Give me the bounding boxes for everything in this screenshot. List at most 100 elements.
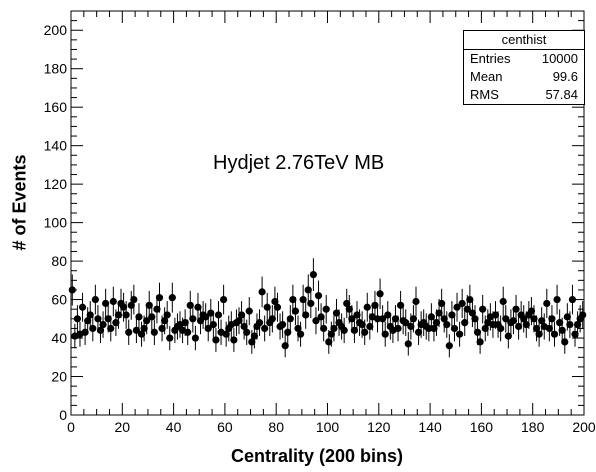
data-point: [412, 297, 420, 306]
data-point: [438, 299, 446, 308]
y-tick-label: 60: [51, 292, 67, 308]
data-point: [189, 315, 197, 323]
y-tick-label: 20: [51, 369, 67, 385]
y-tick-label: 0: [59, 407, 67, 423]
x-tick-label: 100: [316, 419, 340, 435]
stats-value: 57.84: [545, 87, 578, 102]
data-point: [373, 315, 382, 323]
data-point: [289, 295, 297, 304]
data-point: [312, 317, 320, 325]
stats-value: 99.6: [552, 69, 578, 84]
data-point: [453, 303, 461, 311]
y-tick-label: 100: [44, 215, 68, 231]
data-point: [340, 326, 348, 334]
data-point: [130, 295, 138, 304]
x-tick-label: 160: [470, 419, 494, 435]
data-point: [127, 301, 135, 309]
data-point: [161, 317, 169, 325]
x-axis-label: Centrality (200 bins): [231, 446, 404, 466]
data-point: [194, 303, 202, 311]
data-point: [302, 311, 310, 319]
data-point: [230, 336, 238, 344]
data-point: [571, 330, 579, 338]
data-point: [94, 315, 102, 323]
data-point: [381, 330, 389, 338]
data-point: [376, 290, 384, 298]
data-point: [327, 330, 335, 338]
data-point: [350, 326, 359, 334]
data-point: [509, 317, 518, 325]
data-point: [345, 305, 353, 313]
x-tick-label: 140: [418, 419, 442, 435]
data-point: [261, 324, 269, 333]
data-point: [532, 324, 541, 333]
data-point: [184, 328, 192, 336]
data-point: [153, 305, 161, 313]
data-point: [499, 297, 507, 306]
data-point: [353, 311, 361, 319]
data-point: [566, 320, 574, 329]
stats-box: centhist Entries 10000 Mean 99.6 RMS 57.…: [463, 30, 585, 105]
data-point: [514, 322, 523, 331]
data-point: [207, 309, 215, 317]
data-point: [458, 299, 466, 308]
data-point: [561, 338, 569, 346]
data-point: [220, 295, 228, 304]
data-point: [502, 315, 510, 323]
data-point: [102, 299, 110, 308]
y-tick-label: 40: [51, 330, 67, 346]
data-point: [181, 319, 189, 327]
data-point: [384, 311, 392, 319]
data-point: [320, 324, 328, 333]
data-point: [550, 330, 559, 338]
data-point: [394, 324, 402, 333]
stats-row-rms: RMS 57.84: [464, 86, 584, 104]
data-point: [96, 326, 105, 334]
data-point: [81, 328, 89, 336]
data-point: [461, 319, 469, 327]
data-point: [332, 309, 341, 317]
data-point: [455, 330, 464, 338]
data-point: [168, 294, 176, 302]
stats-row-entries: Entries 10000: [464, 50, 584, 68]
data-point: [279, 320, 287, 329]
data-point: [573, 320, 582, 329]
data-point: [512, 305, 520, 313]
data-point: [107, 324, 115, 333]
data-point: [243, 328, 251, 336]
data-point: [463, 305, 471, 313]
data-point: [317, 313, 325, 321]
data-point: [143, 317, 151, 325]
data-point: [155, 294, 164, 302]
data-point: [148, 313, 156, 321]
data-point: [273, 303, 282, 311]
data-point: [545, 324, 553, 333]
data-point: [427, 313, 435, 321]
data-point: [286, 315, 294, 323]
data-point: [397, 301, 405, 309]
stats-value: 10000: [541, 51, 578, 66]
data-point: [330, 324, 338, 333]
data-point: [556, 319, 564, 327]
data-point: [125, 328, 133, 336]
data-point: [527, 307, 536, 315]
data-point: [99, 320, 107, 329]
data-point: [391, 315, 400, 323]
data-point: [402, 319, 410, 327]
data-point: [466, 295, 474, 304]
data-point: [363, 303, 371, 311]
data-point: [78, 303, 87, 311]
stats-label: RMS: [470, 87, 499, 102]
x-tick-label: 120: [367, 419, 391, 435]
y-tick-label: 120: [44, 176, 68, 192]
data-point: [430, 324, 438, 333]
data-point: [343, 299, 351, 308]
data-point: [86, 311, 94, 319]
data-point: [250, 332, 258, 340]
data-point: [73, 315, 82, 323]
data-point: [371, 301, 379, 309]
y-tick-label: 80: [51, 253, 67, 269]
data-point: [409, 315, 418, 323]
data-point: [132, 326, 141, 334]
data-point: [166, 334, 174, 342]
